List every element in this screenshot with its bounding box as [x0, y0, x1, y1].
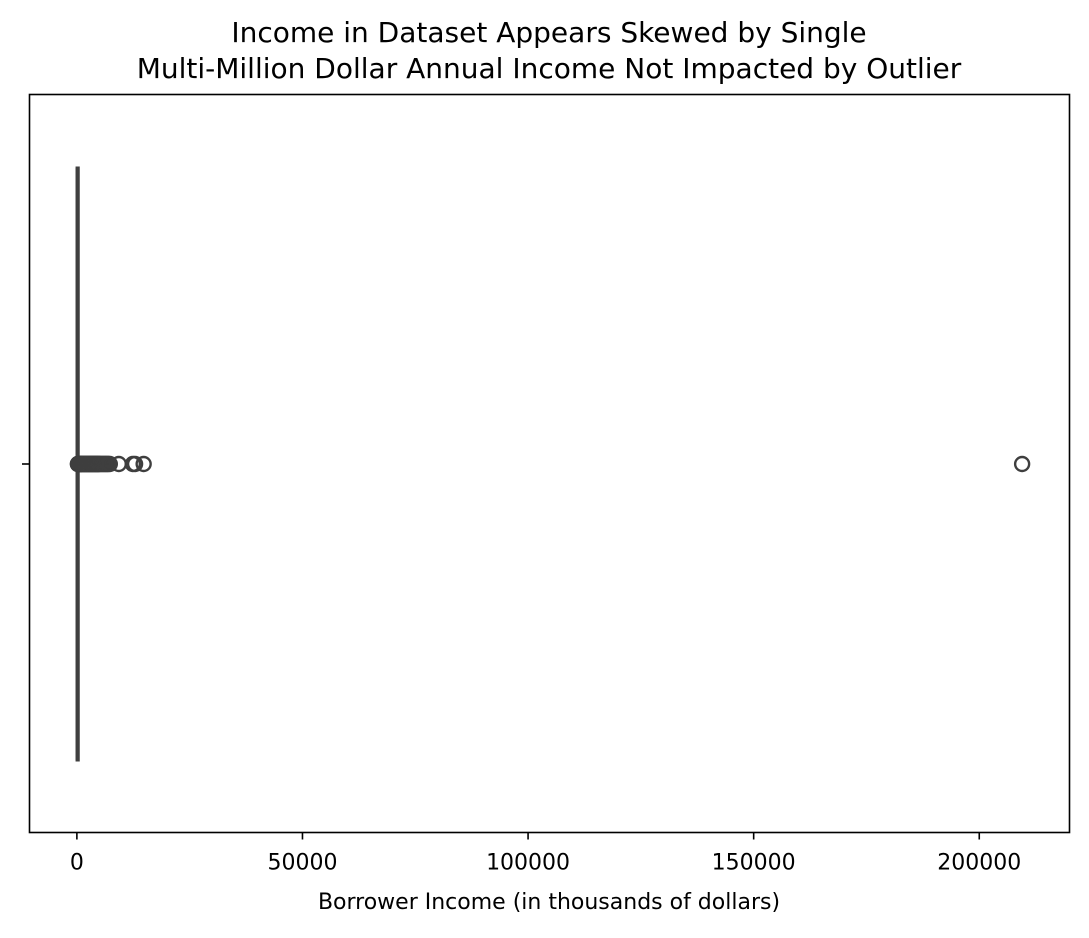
x-tick-label: 150000	[712, 851, 796, 876]
x-tick-label: 0	[70, 851, 84, 876]
x-axis-label: Borrower Income (in thousands of dollars…	[318, 890, 780, 915]
outlier-point	[126, 455, 144, 473]
x-tick-label: 200000	[937, 851, 1021, 876]
chart-title-line-2: Multi-Million Dollar Annual Income Not I…	[137, 52, 962, 85]
plot-frame	[28, 93, 1071, 834]
outlier-group	[69, 455, 1031, 473]
x-axis-ticks: 0 50000 100000 150000 200000	[70, 832, 1021, 876]
outlier-point	[1013, 455, 1031, 473]
chart-title-line-1: Income in Dataset Appears Skewed by Sing…	[231, 16, 866, 49]
outlier-point	[135, 455, 152, 473]
x-tick-label: 100000	[486, 851, 570, 876]
outlier-point	[101, 455, 119, 473]
x-tick-label: 50000	[267, 851, 337, 876]
